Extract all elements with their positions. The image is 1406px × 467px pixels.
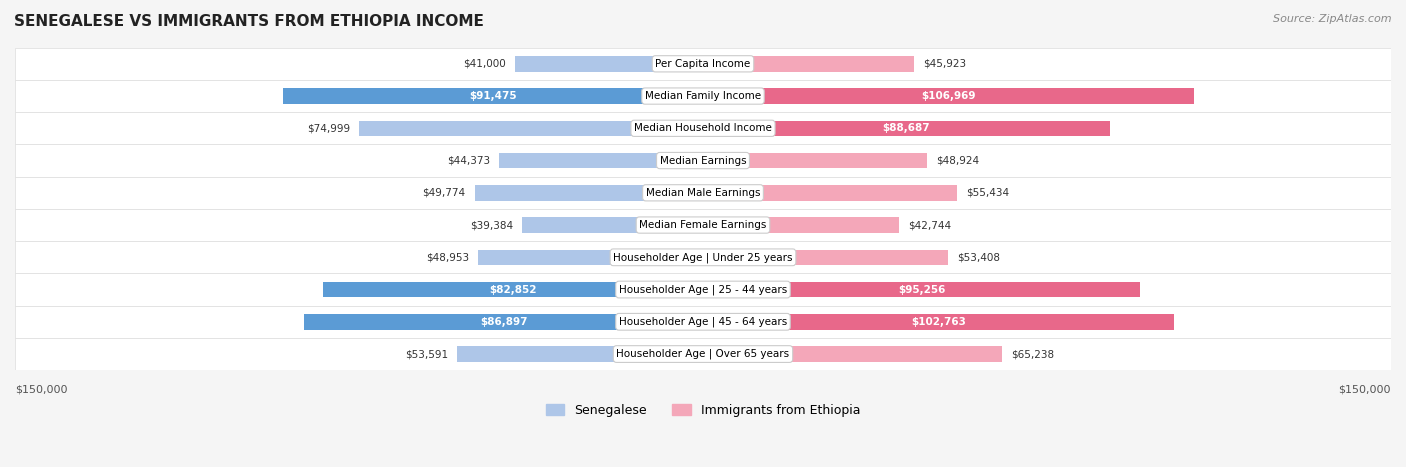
Legend: Senegalese, Immigrants from Ethiopia: Senegalese, Immigrants from Ethiopia xyxy=(541,399,865,422)
Text: Householder Age | 45 - 64 years: Householder Age | 45 - 64 years xyxy=(619,317,787,327)
Text: Source: ZipAtlas.com: Source: ZipAtlas.com xyxy=(1274,14,1392,24)
Text: $45,923: $45,923 xyxy=(922,59,966,69)
Bar xyxy=(515,56,703,71)
Bar xyxy=(703,314,1174,330)
Text: $102,763: $102,763 xyxy=(911,317,966,327)
Text: $55,434: $55,434 xyxy=(966,188,1010,198)
Text: $48,924: $48,924 xyxy=(936,156,980,166)
Bar xyxy=(15,274,1391,306)
Text: $86,897: $86,897 xyxy=(479,317,527,327)
Bar xyxy=(499,153,703,168)
Text: $95,256: $95,256 xyxy=(898,284,945,295)
Bar xyxy=(703,217,898,233)
Bar xyxy=(323,282,703,297)
Text: $91,475: $91,475 xyxy=(470,91,517,101)
Bar xyxy=(703,282,1140,297)
Bar xyxy=(15,144,1391,177)
Text: Per Capita Income: Per Capita Income xyxy=(655,59,751,69)
Bar xyxy=(15,80,1391,112)
Text: Householder Age | Under 25 years: Householder Age | Under 25 years xyxy=(613,252,793,262)
Text: $82,852: $82,852 xyxy=(489,284,537,295)
Text: $106,969: $106,969 xyxy=(921,91,976,101)
Text: $41,000: $41,000 xyxy=(463,59,506,69)
Text: Householder Age | Over 65 years: Householder Age | Over 65 years xyxy=(616,349,790,359)
Bar xyxy=(359,120,703,136)
Bar xyxy=(15,48,1391,80)
Text: $42,744: $42,744 xyxy=(908,220,952,230)
Text: $49,774: $49,774 xyxy=(422,188,465,198)
Text: $88,687: $88,687 xyxy=(883,123,931,133)
Bar xyxy=(703,88,1194,104)
Bar xyxy=(15,112,1391,144)
Text: $150,000: $150,000 xyxy=(1339,384,1391,395)
Text: $150,000: $150,000 xyxy=(15,384,67,395)
Text: SENEGALESE VS IMMIGRANTS FROM ETHIOPIA INCOME: SENEGALESE VS IMMIGRANTS FROM ETHIOPIA I… xyxy=(14,14,484,29)
Bar xyxy=(457,347,703,362)
Bar xyxy=(15,338,1391,370)
Bar xyxy=(703,185,957,200)
Text: Median Household Income: Median Household Income xyxy=(634,123,772,133)
Text: $65,238: $65,238 xyxy=(1011,349,1054,359)
Bar xyxy=(305,314,703,330)
Text: $53,408: $53,408 xyxy=(957,252,1000,262)
Bar xyxy=(15,241,1391,274)
Bar xyxy=(523,217,703,233)
Bar xyxy=(475,185,703,200)
Text: $39,384: $39,384 xyxy=(470,220,513,230)
Text: $74,999: $74,999 xyxy=(307,123,350,133)
Bar xyxy=(15,177,1391,209)
Text: Median Earnings: Median Earnings xyxy=(659,156,747,166)
Text: $53,591: $53,591 xyxy=(405,349,449,359)
Bar xyxy=(703,120,1109,136)
Bar xyxy=(703,249,948,265)
Text: Median Male Earnings: Median Male Earnings xyxy=(645,188,761,198)
Bar xyxy=(15,209,1391,241)
Bar xyxy=(478,249,703,265)
Text: Median Family Income: Median Family Income xyxy=(645,91,761,101)
Bar xyxy=(15,306,1391,338)
Bar xyxy=(284,88,703,104)
Text: Median Female Earnings: Median Female Earnings xyxy=(640,220,766,230)
Bar xyxy=(703,56,914,71)
Text: $48,953: $48,953 xyxy=(426,252,470,262)
Text: $44,373: $44,373 xyxy=(447,156,491,166)
Text: Householder Age | 25 - 44 years: Householder Age | 25 - 44 years xyxy=(619,284,787,295)
Bar xyxy=(703,347,1002,362)
Bar xyxy=(703,153,928,168)
